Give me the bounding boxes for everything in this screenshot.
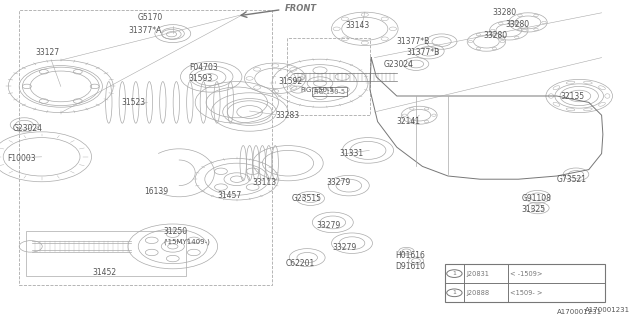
- Text: 33280: 33280: [493, 8, 517, 17]
- Text: G73521: G73521: [557, 175, 587, 184]
- Bar: [19, 10, 272, 285]
- Text: 33113: 33113: [253, 178, 277, 187]
- Text: G91108: G91108: [522, 194, 552, 203]
- Text: G5170: G5170: [138, 13, 163, 22]
- Text: A170001231: A170001231: [557, 309, 602, 315]
- Bar: [26, 231, 186, 276]
- Text: G23024: G23024: [384, 60, 414, 68]
- Bar: [445, 264, 605, 302]
- Text: 33279: 33279: [333, 244, 357, 252]
- Text: 31377*B: 31377*B: [397, 37, 430, 46]
- Bar: [287, 38, 370, 115]
- Text: 1: 1: [452, 290, 456, 295]
- Text: 32135: 32135: [560, 92, 584, 100]
- Text: G23515: G23515: [291, 194, 321, 203]
- Text: <1509- >: <1509- >: [510, 290, 543, 296]
- Text: F04703: F04703: [189, 63, 218, 72]
- Text: C62201: C62201: [286, 259, 316, 268]
- Text: 31452: 31452: [93, 268, 117, 277]
- Text: 31457: 31457: [218, 191, 242, 200]
- Text: H01616: H01616: [396, 252, 426, 260]
- Text: G23024: G23024: [13, 124, 43, 132]
- Text: 31325: 31325: [522, 205, 546, 214]
- Text: 33127: 33127: [35, 48, 60, 57]
- Text: 31377*B: 31377*B: [406, 48, 440, 57]
- Text: 31331: 31331: [339, 149, 364, 158]
- Text: 33280: 33280: [506, 20, 530, 28]
- Text: 33279: 33279: [317, 221, 341, 230]
- Text: 16139: 16139: [144, 188, 168, 196]
- Text: FIG.150-5: FIG.150-5: [301, 87, 335, 92]
- Text: D91610: D91610: [396, 262, 426, 271]
- Text: FIG.150-5: FIG.150-5: [314, 89, 346, 94]
- Text: ('15MY1409-): ('15MY1409-): [163, 238, 210, 245]
- Text: 1: 1: [452, 271, 456, 276]
- Text: 33279: 33279: [326, 178, 351, 187]
- Text: 31523: 31523: [122, 98, 146, 107]
- Text: 31250: 31250: [163, 228, 188, 236]
- Text: J20831: J20831: [467, 271, 490, 276]
- Text: 31377*A: 31377*A: [128, 26, 161, 35]
- Text: 32141: 32141: [397, 117, 421, 126]
- Text: J20888: J20888: [467, 290, 490, 296]
- Text: F10003: F10003: [8, 154, 36, 163]
- Text: 31593: 31593: [189, 74, 213, 83]
- Text: 33283: 33283: [275, 111, 300, 120]
- Text: 33143: 33143: [346, 21, 370, 30]
- Text: < -1509>: < -1509>: [510, 271, 543, 276]
- Text: 33280: 33280: [483, 31, 508, 40]
- Text: A170001231: A170001231: [585, 307, 630, 313]
- Text: 31592: 31592: [278, 77, 303, 86]
- Text: FRONT: FRONT: [285, 4, 317, 13]
